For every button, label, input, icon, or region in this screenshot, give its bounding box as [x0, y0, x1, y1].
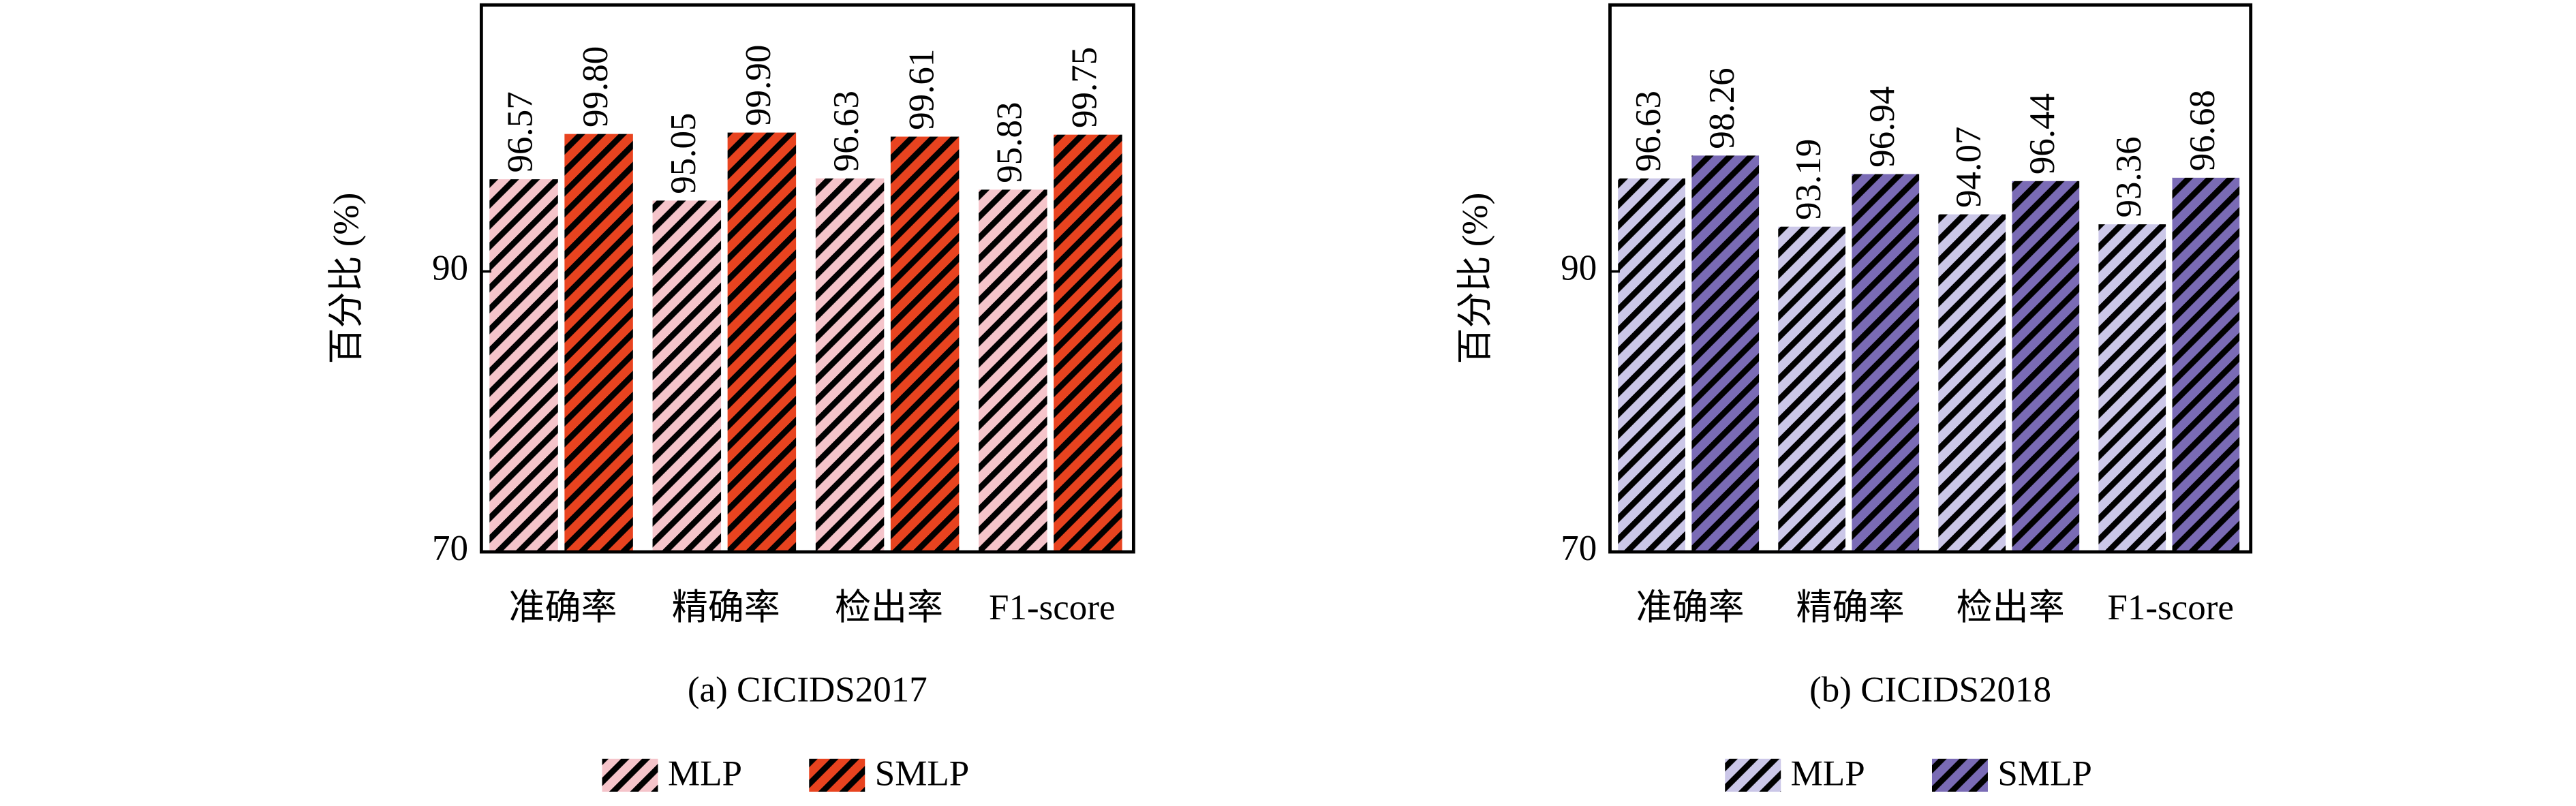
bar [564, 134, 633, 553]
bar [1778, 226, 1846, 553]
chart-caption: (b) CICIDS2018 [1809, 670, 2051, 710]
y-tick-label: 70 [1561, 529, 1597, 568]
value-label: 96.68 [2183, 90, 2222, 171]
y-tick-label: 90 [1561, 249, 1597, 288]
bar [652, 200, 722, 553]
x-tick-label: 准确率 [508, 588, 617, 627]
value-label: 99.75 [1065, 47, 1105, 128]
value-label: 98.26 [1702, 67, 1742, 149]
value-label: 99.80 [576, 46, 615, 127]
plot-frame [479, 3, 1135, 554]
x-tick-label: F1-score [989, 588, 1116, 627]
y-tick-label: 70 [432, 529, 468, 568]
value-label: 99.61 [902, 49, 941, 130]
y-axis-label: 百分比 (%) [327, 193, 367, 365]
legend-label: SMLP [875, 754, 970, 793]
value-label: 96.57 [501, 91, 540, 172]
bar [979, 189, 1047, 553]
value-label: 99.90 [739, 45, 778, 126]
value-label: 95.05 [664, 112, 703, 193]
legend-label: SMLP [1997, 754, 2092, 793]
y-axis-label: 百分比 (%) [1456, 193, 1495, 365]
legend-swatch [809, 758, 865, 792]
value-label: 96.94 [1862, 87, 1902, 168]
bar [2172, 177, 2240, 553]
x-tick-label: F1-score [2107, 588, 2234, 627]
value-label: 96.44 [2023, 93, 2062, 174]
bar [890, 136, 960, 553]
value-label: 96.63 [1629, 91, 1668, 172]
value-label: 95.83 [990, 102, 1030, 183]
legend-swatch [1725, 758, 1781, 792]
bar [1618, 178, 1685, 553]
x-tick-label: 检出率 [835, 588, 943, 627]
chart-caption: (a) CICIDS2017 [688, 670, 927, 710]
bar [1852, 174, 1920, 553]
bar [2012, 181, 2080, 553]
x-tick-label: 准确率 [1636, 588, 1744, 627]
bar [1054, 134, 1122, 553]
legend-swatch [1932, 758, 1988, 792]
value-label: 94.07 [1949, 127, 1989, 208]
x-tick-label: 检出率 [1957, 588, 2065, 627]
y-tick-label: 90 [432, 249, 468, 288]
x-tick-label: 精确率 [672, 588, 780, 627]
legend-label: MLP [668, 754, 742, 793]
legend-swatch [602, 758, 658, 792]
value-label: 93.19 [1789, 139, 1828, 220]
bar [1691, 155, 1760, 553]
x-tick-label: 精确率 [1796, 588, 1905, 627]
legend-label: MLP [1791, 754, 1865, 793]
bar [1938, 214, 2006, 553]
plot-frame [1608, 3, 2253, 554]
bar [489, 179, 558, 553]
value-label: 93.36 [2109, 136, 2149, 217]
bar [727, 132, 797, 553]
bar [815, 178, 885, 553]
value-label: 96.63 [827, 91, 866, 172]
bar [2098, 224, 2166, 553]
